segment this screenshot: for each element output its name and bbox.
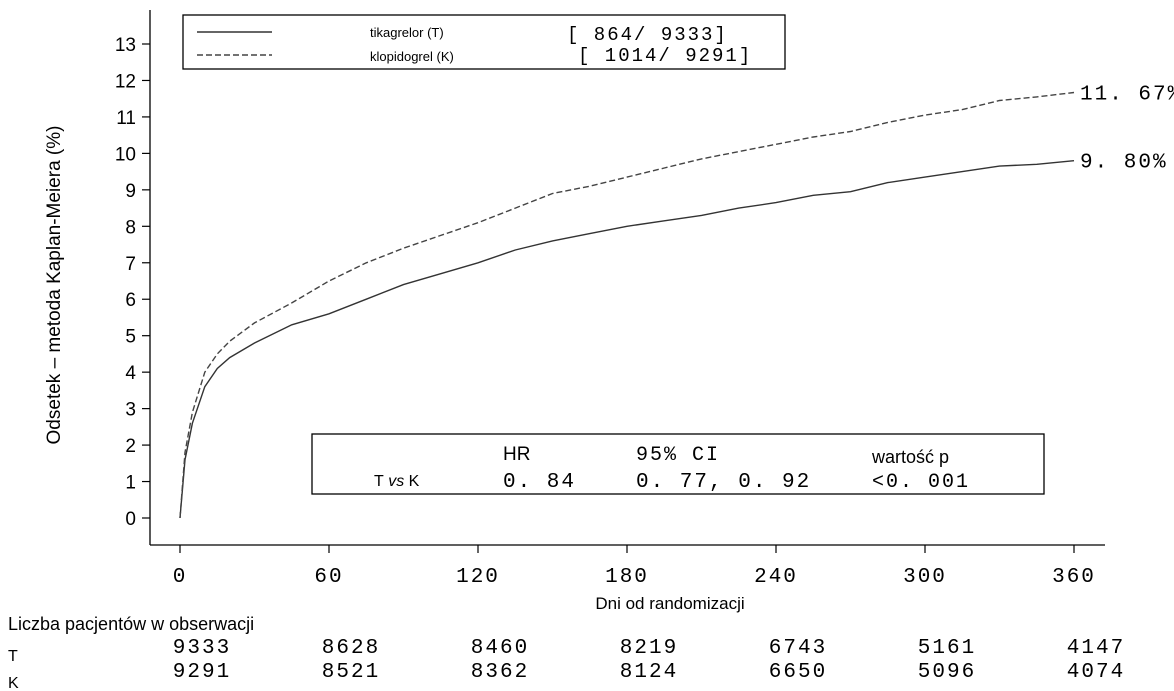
stats-hr-header: HR <box>503 444 530 465</box>
stats-ci-header: 95% CI <box>636 444 720 467</box>
risk-row-label-t: T <box>8 648 18 665</box>
risk-value: 4074 <box>1067 661 1125 684</box>
x-tick-label: 120 <box>456 566 500 589</box>
y-tick-label: 2 <box>125 436 136 457</box>
y-tick-label: 13 <box>115 35 136 56</box>
stats-row-label: T vs K <box>374 473 420 490</box>
risk-value: 5161 <box>918 637 976 660</box>
end-label-klopidogrel: 11. 67% <box>1080 83 1174 106</box>
x-tick-label: 0 <box>173 566 188 589</box>
risk-value: 6650 <box>769 661 827 684</box>
legend-count-tikagrelor: [ 864/ 9333] <box>567 24 728 46</box>
x-tick-label: 360 <box>1052 566 1096 589</box>
risk-value: 8362 <box>471 661 529 684</box>
stats-ci-value: 0. 77, 0. 92 <box>636 471 811 494</box>
y-tick-label: 12 <box>115 71 136 92</box>
risk-value: 6743 <box>769 637 827 660</box>
y-tick-label: 8 <box>125 217 136 238</box>
y-tick-label: 3 <box>125 400 136 421</box>
y-tick-label: 9 <box>125 181 136 202</box>
risk-value: 5096 <box>918 661 976 684</box>
y-tick-label: 6 <box>125 290 136 311</box>
series-line-tikagrelor <box>179 160 1075 519</box>
series-line-klopidogrel <box>179 91 1075 519</box>
stats-p-header: wartość p <box>871 447 949 467</box>
end-label-tikagrelor: 9. 80% <box>1080 152 1168 175</box>
risk-value: 4147 <box>1067 637 1125 660</box>
stats-p-value: <0. 001 <box>872 471 970 494</box>
x-tick-label: 180 <box>605 566 649 589</box>
x-ticks: 0 60 120 180 240 300 360 <box>173 545 1096 589</box>
y-tick-label: 4 <box>125 363 136 384</box>
risk-row-label-k: K <box>8 675 19 691</box>
stats-hr-value: 0. 84 <box>503 471 576 494</box>
x-tick-label: 300 <box>903 566 947 589</box>
y-tick-label: 10 <box>115 144 136 165</box>
risk-value: 9333 <box>173 637 231 660</box>
legend-count-klopidogrel: [ 1014/ 9291] <box>578 45 752 67</box>
x-axis-label: Dni od randomizacji <box>595 594 744 613</box>
y-tick-label: 0 <box>125 509 136 530</box>
legend-label-tikagrelor: tikagrelor (T) <box>370 25 444 40</box>
x-tick-label: 60 <box>314 566 343 589</box>
legend: tikagrelor (T) klopidogrel (K) [ 864/ 93… <box>182 14 786 70</box>
y-tick-label: 1 <box>125 473 136 494</box>
legend-label-klopidogrel: klopidogrel (K) <box>370 49 454 64</box>
risk-table: Liczba pacjentów w obserwacji T K 9333 86… <box>8 614 1125 691</box>
x-tick-label: 240 <box>754 566 798 589</box>
risk-value: 8124 <box>620 661 678 684</box>
risk-value: 8460 <box>471 637 529 660</box>
risk-values: 9333 8628 8460 8219 6743 5161 4147 9291 8521 8362… <box>173 637 1125 684</box>
stats-box: HR 95% CI wartość p T vs K 0. 84 0. 77, … <box>311 433 1045 495</box>
y-tick-label: 11 <box>116 108 136 129</box>
risk-value: 8628 <box>322 637 380 660</box>
y-tick-label: 7 <box>125 254 136 275</box>
risk-value: 8521 <box>322 661 380 684</box>
legend-box <box>182 14 786 70</box>
y-axis-label: Odsetek – metoda Kaplan-Meiera (%) <box>44 126 65 445</box>
y-tick-label: 5 <box>125 327 136 348</box>
risk-table-title: Liczba pacjentów w obserwacji <box>8 614 254 634</box>
risk-value: 8219 <box>620 637 678 660</box>
stats-box-frame <box>311 433 1045 495</box>
risk-value: 9291 <box>173 661 231 684</box>
